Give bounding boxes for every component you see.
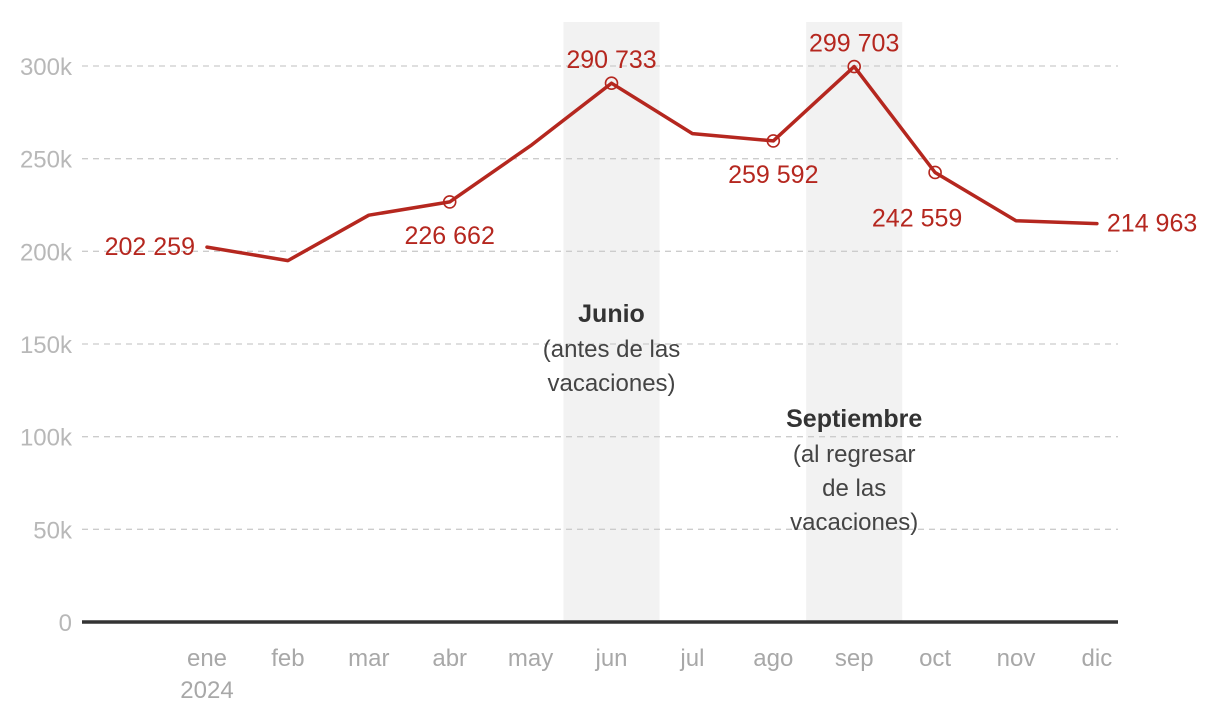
x-tick-label-sep: sep: [835, 645, 874, 672]
x-tick-label-jun: jun: [594, 645, 627, 672]
x-tick-label-may: may: [508, 645, 553, 672]
y-tick-label-200k: 200k: [20, 239, 73, 266]
x-tick-label-abr: abr: [432, 645, 467, 672]
y-axis: 0 50k 100k 150k 200k 250k 300k: [20, 54, 73, 637]
data-label-ago: 259 592: [728, 161, 818, 189]
annotation-line-jun-2: vacaciones): [547, 370, 675, 397]
y-tick-label-250k: 250k: [20, 147, 73, 174]
annotation-line-sep-3: vacaciones): [790, 509, 918, 536]
annotations: Junio (antes de las vacaciones) Septiembre (…: [543, 300, 923, 536]
data-label-dic: 214 963: [1107, 210, 1197, 238]
data-label-abr: 226 662: [405, 222, 495, 250]
series-line-1: [205, 64, 1099, 263]
x-tick-label-nov: nov: [997, 645, 1036, 672]
highlight-band-jun: [563, 22, 660, 622]
annotation-title-sep: Septiembre: [786, 405, 922, 433]
data-label-sep: 299 703: [809, 30, 899, 58]
annotation-title-jun: Junio: [578, 300, 645, 328]
data-label-oct: 242 559: [872, 204, 962, 232]
x-axis: 2024 ene feb mar abr may jun jul ago sep oct nov di…: [180, 645, 1112, 704]
x-tick-label-mar: mar: [348, 645, 389, 672]
data-marker-abr: [442, 195, 457, 209]
annotation-line-sep-2: de las: [822, 475, 886, 502]
data-marker-jun: [604, 76, 619, 90]
data-labels: 202 259 226 662 290 733 259 592 299 703 242 5…: [105, 30, 1198, 262]
y-tick-label-150k: 150k: [20, 332, 73, 359]
data-label-ene: 202 259: [105, 233, 195, 261]
x-tick-label-ene: ene: [187, 645, 227, 672]
x-tick-label-jul: jul: [679, 645, 704, 672]
highlight-band-sep: [806, 22, 903, 622]
y-tick-label-100k: 100k: [20, 425, 73, 452]
data-label-jun: 290 733: [566, 46, 656, 74]
x-tick-label-dic: dic: [1082, 645, 1113, 672]
highlight-bands: [563, 22, 903, 622]
y-tick-label-0: 0: [59, 610, 72, 637]
x-year-label: 2024: [180, 677, 233, 704]
annotation-line-sep-1: (al regresar: [793, 441, 916, 468]
data-marker-ago: [766, 134, 781, 148]
x-tick-label-ago: ago: [753, 645, 793, 672]
data-marker-oct: [928, 165, 942, 180]
data-marker-sep: [847, 59, 862, 74]
y-tick-label-300k: 300k: [20, 54, 73, 81]
y-tick-label-50k: 50k: [33, 517, 73, 544]
grid-lines: [82, 65, 1118, 624]
series: [205, 64, 1099, 263]
annotation-line-jun-1: (antes de las: [543, 336, 680, 363]
x-tick-label-feb: feb: [271, 645, 304, 672]
x-tick-label-oct: oct: [919, 645, 951, 672]
